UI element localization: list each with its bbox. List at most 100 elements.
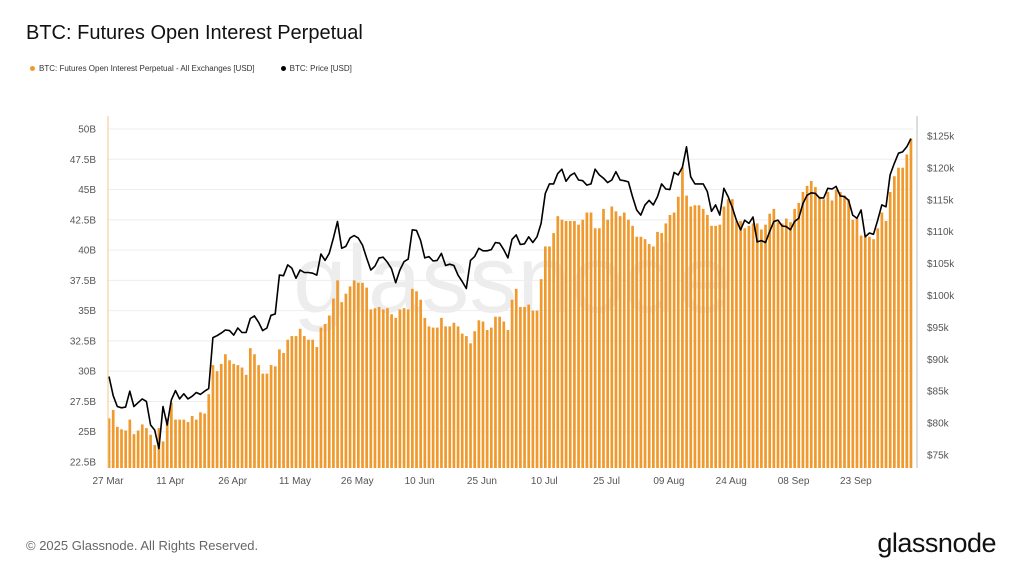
oi-bar — [614, 211, 618, 468]
y-right-tick-label: $105k — [927, 259, 955, 270]
oi-bar — [340, 302, 344, 468]
oi-bar — [190, 415, 194, 468]
oi-bar — [672, 212, 676, 468]
oi-bar — [514, 288, 518, 468]
oi-bar — [170, 402, 173, 468]
oi-bar — [427, 326, 431, 468]
oi-bar — [107, 418, 111, 468]
oi-bar — [344, 293, 348, 468]
oi-bar — [676, 196, 680, 468]
oi-bar — [311, 339, 314, 468]
oi-bar — [211, 365, 215, 468]
y-left-tick-label: 35B — [78, 306, 96, 317]
oi-bar — [589, 212, 593, 468]
oi-bar — [888, 191, 892, 468]
oi-bar — [298, 328, 302, 468]
legend-label: BTC: Futures Open Interest Perpetual - A… — [39, 64, 255, 73]
oi-bar — [602, 208, 605, 468]
oi-bar — [506, 330, 510, 468]
oi-bar — [111, 409, 115, 468]
oi-bar — [868, 236, 871, 468]
oi-bar — [406, 309, 410, 468]
legend-item-price[interactable]: BTC: Price [USD] — [280, 64, 352, 73]
glassnode-logo[interactable]: glassnode — [877, 528, 996, 558]
oi-bar — [543, 246, 547, 468]
y-right-tick-label: $90k — [927, 355, 950, 366]
oi-bar — [618, 216, 622, 468]
oi-bar — [415, 291, 418, 468]
oi-bar — [523, 306, 526, 468]
oi-bar — [656, 231, 659, 468]
oi-bar — [884, 221, 888, 468]
oi-bar — [315, 346, 319, 468]
oi-bar — [768, 213, 772, 468]
oi-bar — [905, 154, 909, 468]
x-tick-label: 24 Aug — [716, 476, 747, 487]
y-left-tick-label: 27.5B — [70, 397, 96, 408]
oi-bar — [876, 228, 880, 468]
oi-bar — [489, 327, 493, 468]
y-right-tick-label: $110k — [927, 227, 955, 238]
oi-bar — [527, 304, 531, 468]
y-right-tick-label: $95k — [927, 323, 950, 334]
x-tick-label: 09 Aug — [653, 476, 684, 487]
oi-bar — [485, 330, 489, 468]
chart-title: BTC: Futures Open Interest Perpetual — [26, 22, 363, 44]
oi-bar — [149, 434, 152, 468]
oi-bar — [448, 326, 452, 468]
oi-bar — [622, 212, 626, 468]
oi-bar — [145, 428, 148, 468]
oi-bar — [465, 336, 468, 468]
oi-bar — [818, 196, 821, 468]
oi-bar — [290, 336, 294, 468]
oi-bar — [269, 365, 273, 468]
x-tick-label: 27 Mar — [92, 476, 124, 487]
y-left-tick-label: 25B — [78, 427, 96, 438]
oi-bar — [336, 280, 339, 468]
y-left-tick-label: 30B — [78, 367, 96, 378]
oi-bar — [701, 208, 705, 468]
oi-bar — [481, 321, 485, 468]
oi-bar — [568, 221, 572, 468]
oi-bar — [556, 216, 560, 468]
oi-bar — [706, 214, 709, 468]
oi-bar — [851, 219, 855, 468]
oi-bar — [456, 326, 460, 468]
oi-bar — [174, 419, 177, 468]
oi-bar — [760, 229, 763, 468]
oi-bar — [435, 327, 439, 468]
oi-bar — [627, 219, 630, 468]
y-right-tick-label: $100k — [927, 291, 955, 302]
oi-bar — [784, 218, 788, 468]
oi-bar — [776, 222, 780, 468]
oi-bar — [847, 199, 850, 468]
legend-item-open-interest[interactable]: BTC: Futures Open Interest Perpetual - A… — [30, 64, 255, 73]
oi-bar — [801, 191, 805, 468]
oi-bar — [261, 373, 265, 468]
oi-bar — [714, 225, 718, 468]
oi-bar — [560, 219, 564, 468]
oi-bar — [697, 205, 701, 468]
oi-bar — [880, 212, 884, 468]
oi-bar — [631, 225, 634, 468]
oi-bar — [822, 199, 826, 468]
y-left-tick-label: 37.5B — [70, 276, 96, 287]
oi-bar — [369, 309, 373, 468]
oi-bar — [136, 430, 140, 468]
y-right-tick-label: $80k — [927, 419, 950, 430]
price-line — [108, 138, 912, 450]
oi-bar — [830, 200, 834, 468]
oi-bar — [257, 365, 260, 468]
oi-bar — [610, 206, 614, 468]
oi-bar — [302, 336, 306, 468]
oi-bar — [548, 246, 551, 468]
oi-bar — [502, 321, 506, 468]
oi-bar — [323, 323, 327, 468]
x-tick-label: 25 Jun — [467, 476, 497, 487]
oi-bar — [219, 363, 223, 468]
oi-bar — [153, 445, 157, 468]
oi-bar — [510, 299, 514, 468]
oi-bar — [140, 424, 144, 468]
oi-bar — [685, 195, 688, 468]
oi-bar — [278, 349, 281, 468]
